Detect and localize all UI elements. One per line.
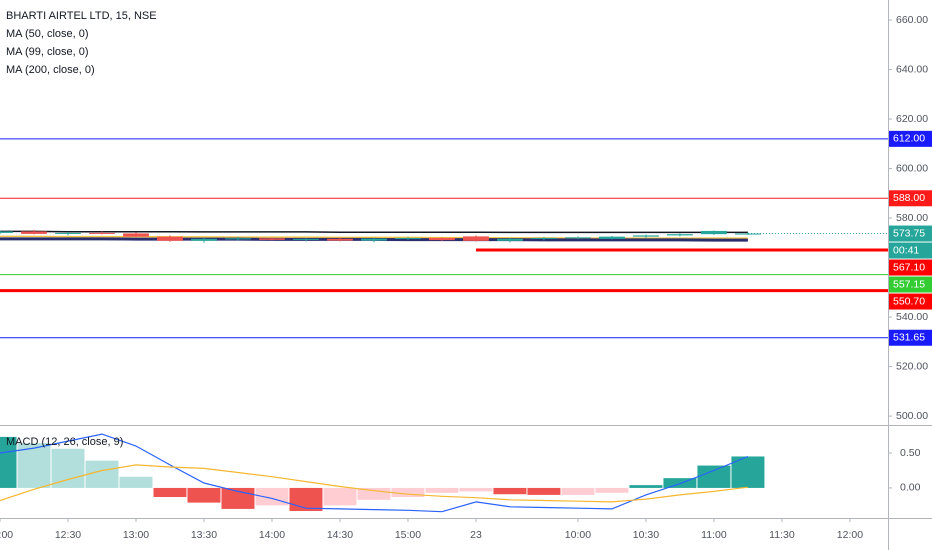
price-label-box [889,190,932,207]
x-tick-label: 14:00 [259,529,285,541]
candle-body [395,237,421,239]
histogram-bar [561,487,595,495]
x-tick-label: 12:00 [0,529,13,541]
legend-entry: MA (99, close, 0) [6,46,89,58]
histogram-bar [527,487,561,495]
candle-body [21,231,47,234]
x-tick-label: 11:00 [701,529,727,541]
candle-body [565,237,591,239]
price-label-box [889,329,932,346]
price-label-box [889,130,932,147]
price-label: 550.70 [893,295,925,307]
histogram-bar [595,487,629,493]
histogram-bar [391,487,425,498]
histogram-bar [17,443,51,488]
y-tick-label: 580.00 [896,212,928,224]
macd-line [0,433,749,513]
x-tick-label: 23 [470,529,482,541]
y-tick-label: 620.00 [896,113,928,125]
candle-body [429,237,455,241]
x-tick-label: 11:30 [769,529,795,541]
price-label: 557.15 [893,278,925,290]
price-label-box [889,276,932,293]
price-label-box [889,259,932,276]
histogram-bar [731,456,765,488]
candle-body [361,238,387,241]
price-label: 531.65 [893,332,925,344]
candle-body [667,234,693,236]
price-label-box [889,293,932,310]
symbol-title: BHARTI AIRTEL LTD, 15, NSE [6,10,157,22]
histogram-bar [119,476,153,488]
y-tick-label: 600.00 [896,162,928,174]
countdown-box [889,242,932,259]
candle-body [701,230,727,235]
x-tick-label: 12:00 [837,529,863,541]
y-tick-label: 660.00 [896,14,928,26]
candle-body [599,236,625,239]
x-tick-label: 15:00 [395,529,421,541]
y-tick-label: 520.00 [896,360,928,372]
candle-body [497,238,523,241]
candle-body [157,236,183,241]
histogram-bar [255,487,289,506]
x-tick-label: 13:00 [123,529,149,541]
histogram-bar [51,448,85,488]
x-tick-label: 14:30 [327,529,353,541]
candle-body [259,238,285,240]
macd-line [0,464,748,503]
price-label: 612.00 [893,133,925,145]
candle-body [327,238,353,241]
y-tick-label: 640.00 [896,63,928,75]
price-label: 588.00 [893,192,925,204]
candle-body [735,233,761,235]
x-tick-label: 13:30 [191,529,217,541]
histogram-bar [663,478,697,488]
price-label-box [889,225,932,242]
y-tick-label: 540.00 [896,311,928,323]
candle-body [191,238,217,241]
y-tick-label: 0.50 [900,447,921,459]
histogram-bar [323,487,357,506]
moving-average-line [0,230,748,234]
macd-title: MACD (12, 26, close, 9) [6,436,123,448]
histogram-bar [153,487,187,498]
candle-body [531,237,557,239]
histogram-bar [85,460,119,488]
legend-entry: MA (200, close, 0) [6,64,95,76]
price-label: 573.75 [893,227,925,239]
x-tick-label: 10:30 [633,529,659,541]
y-tick-label: 500.00 [896,410,928,422]
x-tick-label: 12:30 [55,529,81,541]
histogram-bar [459,487,493,492]
legend-entry: MA (50, close, 0) [6,28,89,40]
histogram-bar [629,485,663,488]
histogram-bar [425,487,459,493]
candle-body [89,232,115,234]
histogram-bar [187,487,221,503]
price-label: 567.10 [893,261,925,273]
histogram-bar [357,487,391,500]
x-tick-label: 10:00 [565,529,591,541]
candle-body [55,232,81,234]
candle-body [225,238,251,240]
histogram-bar [493,487,527,495]
candle-body [463,236,489,241]
candle-body [0,231,13,233]
candle-body [633,235,659,237]
y-tick-label: 0.00 [900,482,921,494]
histogram-bar [0,436,17,488]
histogram-bar [697,465,731,488]
histogram-bar [289,487,323,512]
candle-body [293,238,319,240]
countdown: 00:41 [893,244,919,256]
candle-body [123,233,149,237]
